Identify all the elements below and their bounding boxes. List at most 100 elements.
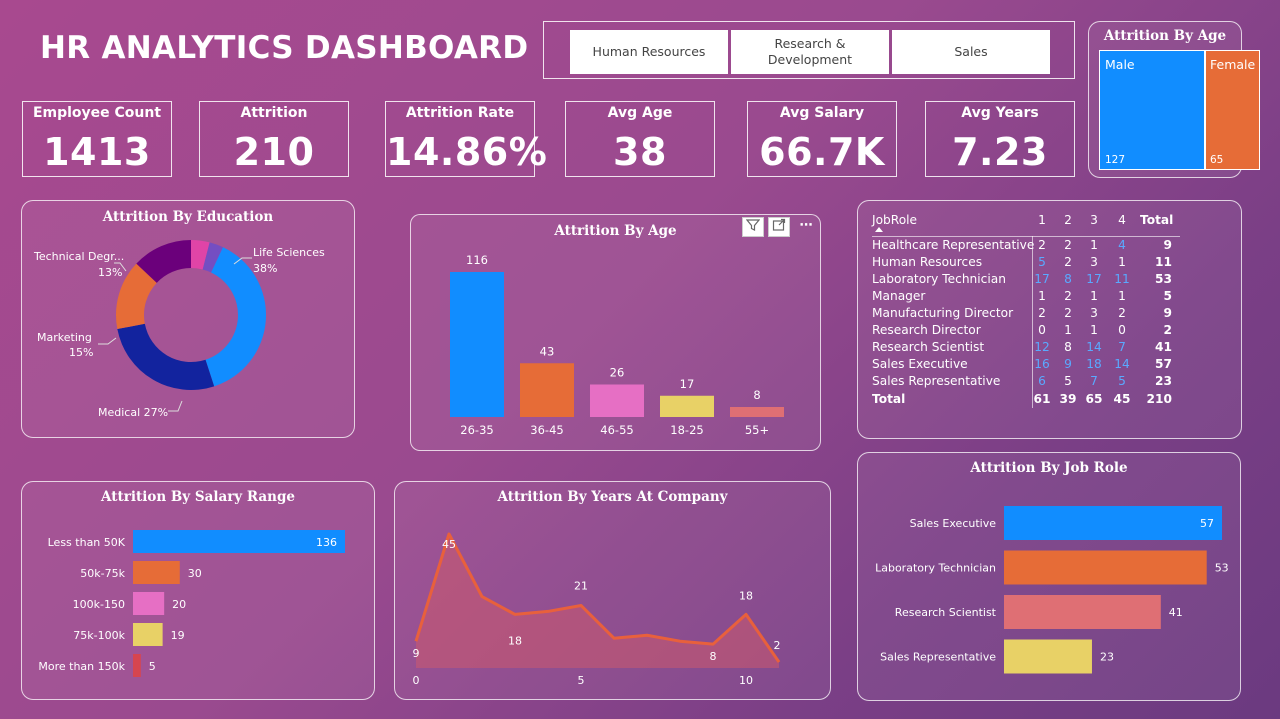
more-options-icon[interactable]: ⋯ <box>799 218 813 233</box>
y-tick-label: Less than 50K <box>48 536 126 549</box>
cell-value: 17 <box>1034 272 1050 286</box>
age-bar[interactable] <box>450 272 504 417</box>
role-bar[interactable] <box>1004 506 1222 540</box>
cell-value: 3 <box>1090 306 1098 320</box>
treemap-label: Female <box>1210 57 1256 72</box>
point-label: 18 <box>508 634 522 647</box>
row-label: Sales Representative <box>872 374 1001 388</box>
y-tick-label: 100k-150 <box>73 598 125 611</box>
y-tick-label: Sales Executive <box>910 517 997 530</box>
chart-title: Attrition By Job Role <box>970 460 1128 476</box>
x-tick-label: 5 <box>578 674 585 687</box>
table-row: Sales Executive 16 9 18 14 57 <box>872 357 1182 374</box>
cell-value: 14 <box>1114 357 1130 371</box>
cell-value: 45 <box>1113 392 1131 406</box>
donut-pct-life-sciences: 38% <box>253 262 277 275</box>
donut-slice-marketing[interactable] <box>115 263 157 330</box>
cell-value: 1 <box>1090 289 1098 303</box>
slicer-sales[interactable]: Sales <box>892 30 1050 74</box>
bar-value-label: 8 <box>753 388 760 402</box>
cell-value: 39 <box>1059 392 1077 406</box>
row-label: Healthcare Representative <box>872 238 1035 252</box>
cell-value: 4 <box>1118 213 1126 227</box>
cell-value: 2 <box>1064 306 1072 320</box>
point-label: 21 <box>574 579 588 592</box>
jobrole-matrix-panel <box>857 200 1242 439</box>
cell-value: 17 <box>1086 272 1102 286</box>
age-bar[interactable] <box>660 395 714 417</box>
donut-slice-medical[interactable] <box>117 323 215 390</box>
kpi-attrition: Attrition 210 <box>199 101 349 177</box>
cell-value: 7 <box>1118 340 1126 354</box>
slicer-research-development[interactable]: Research & Development <box>731 30 889 74</box>
kpi-value: 1413 <box>43 130 151 174</box>
cell-value: 2 <box>1064 213 1072 227</box>
age-bar-panel: Attrition By Age ⋯ 116 26-35 43 36-45 26 46-5… <box>410 214 821 451</box>
role-bar[interactable] <box>1004 595 1161 629</box>
cell-value: 1 <box>1064 323 1072 337</box>
point-label: 8 <box>710 650 717 663</box>
leader-line <box>233 257 252 265</box>
sort-asc-icon[interactable] <box>875 227 883 232</box>
cell-value: 57 <box>1155 357 1172 371</box>
cell-value: 9 <box>1064 357 1072 371</box>
row-label: Laboratory Technician <box>872 272 1006 286</box>
filter-icon[interactable] <box>742 217 764 237</box>
cell-value: 0 <box>1038 323 1046 337</box>
table-row: Manufacturing Director 2 2 3 2 9 <box>872 306 1182 323</box>
cell-value: 3 <box>1090 255 1098 269</box>
area-fill <box>416 534 779 668</box>
slicer-human-resources[interactable]: Human Resources <box>570 30 728 74</box>
salary-bar[interactable] <box>133 623 163 646</box>
donut-slice-technical-degree[interactable] <box>136 240 191 283</box>
donut-slice-life-sciences[interactable] <box>205 247 266 387</box>
age-bar[interactable] <box>730 407 784 417</box>
treemap-tile-male[interactable]: Male 127 <box>1099 50 1205 170</box>
bar-value-label: 26 <box>610 366 625 380</box>
donut-slice-doctor[interactable] <box>202 242 223 273</box>
kpi-label: Attrition Rate <box>405 105 515 121</box>
cell-value: 61 <box>1033 392 1051 406</box>
table-row: Research Scientist 12 8 14 7 41 <box>872 340 1182 357</box>
cell-value: Total <box>1140 213 1174 227</box>
bar-value-label: 20 <box>172 598 186 611</box>
salary-bar[interactable] <box>133 654 141 677</box>
treemap-tile-female[interactable]: Female 65 <box>1205 50 1260 170</box>
treemap-value: 127 <box>1105 154 1126 166</box>
role-bar[interactable] <box>1004 550 1207 585</box>
cell-value: 210 <box>1146 392 1172 406</box>
salary-bar-chart: Less than 50K 136 50k-75k 30 100k-150 20 75k-1… <box>38 530 345 677</box>
salary-bar[interactable] <box>133 592 165 615</box>
point-label: 2 <box>774 639 781 652</box>
cell-value: 9 <box>1163 306 1172 320</box>
donut-label-life-sciences: Life Sciences <box>253 246 325 259</box>
x-tick-label: 55+ <box>745 423 769 437</box>
row-label: Manager <box>872 289 926 303</box>
salary-bar[interactable] <box>133 530 345 553</box>
kpi-label: Attrition <box>240 105 308 121</box>
kpi-value: 66.7K <box>759 130 885 174</box>
age-bar[interactable] <box>590 384 644 418</box>
age-bar[interactable] <box>520 363 574 417</box>
cell-value: 2 <box>1064 289 1072 303</box>
bar-value-label: 57 <box>1200 517 1214 530</box>
table-row: Healthcare Representative 2 2 1 4 9 <box>872 238 1182 255</box>
salary-bar[interactable] <box>133 561 180 584</box>
leader-line <box>168 400 183 412</box>
donut-slice-other[interactable] <box>191 240 210 270</box>
role-bar-chart: Sales Executive 57 Laboratory Technician 53… <box>875 506 1229 674</box>
role-bar[interactable] <box>1004 639 1092 674</box>
years-area-panel: Attrition By Years At Company 9 45 18 21 8 18… <box>394 481 831 700</box>
donut-label-technical: Technical Degr... <box>33 250 124 263</box>
treemap-value: 65 <box>1210 154 1224 166</box>
area-line[interactable] <box>414 532 781 663</box>
chart-title: Attrition By Age <box>1103 28 1227 44</box>
chart-title: Attrition By Years At Company <box>497 489 728 505</box>
department-slicer: Human Resources Research & Development S… <box>543 21 1075 79</box>
cell-value: 41 <box>1155 340 1172 354</box>
cell-value: 1 <box>1118 289 1126 303</box>
focus-mode-icon[interactable] <box>768 217 790 237</box>
x-tick-label: 18-25 <box>670 423 703 437</box>
table-total-row: Total 61 39 65 45 210 <box>872 392 1182 409</box>
leader-line <box>98 337 117 345</box>
